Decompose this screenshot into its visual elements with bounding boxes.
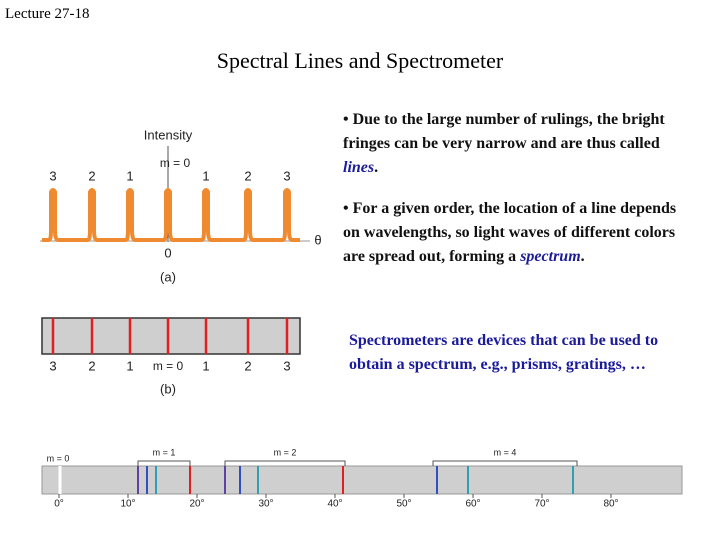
order-label: 1 <box>202 168 209 183</box>
order-label: 3 <box>49 358 56 373</box>
lecture-label: Lecture 27-18 <box>5 6 90 22</box>
intensity-curve <box>42 188 300 242</box>
angle-label: 50° <box>396 499 411 510</box>
axis-label: Intensity <box>144 127 193 142</box>
order-label: 2 <box>244 358 251 373</box>
bullet: • Due to the large number of rulings, th… <box>343 108 678 180</box>
angle-label: 80° <box>603 499 618 510</box>
note: Spectrometers are devices that can be us… <box>349 332 659 373</box>
angle-label: 40° <box>327 499 342 510</box>
order-label: 2 <box>244 168 251 183</box>
spectral-lines <box>51 318 289 354</box>
order-label: m = 0 <box>153 359 184 373</box>
order-label: 1 <box>202 358 209 373</box>
order-label: 2 <box>88 168 95 183</box>
order-brackets <box>137 460 578 466</box>
order-label: m = 2 <box>274 447 297 457</box>
bullet-text: • For a given order, the location of a l… <box>343 200 677 265</box>
order-label: 1 <box>126 358 133 373</box>
bullet-end: . <box>580 248 585 265</box>
angle-label: 60° <box>465 499 480 510</box>
screen <box>41 317 301 355</box>
order-label: 3 <box>283 358 290 373</box>
order-label: m = 0 <box>160 156 191 170</box>
angle-label: 10° <box>120 499 135 510</box>
order-label: 2 <box>88 358 95 373</box>
order-label: m = 0 <box>47 453 70 463</box>
angle-ticks <box>58 494 612 498</box>
slide-title: Spectral Lines and Spectrometer <box>216 48 504 73</box>
caption: (b) <box>160 381 176 396</box>
spectral-lines <box>137 466 574 494</box>
angle-label: 0° <box>54 499 64 510</box>
order-label: 3 <box>49 168 56 183</box>
spectrum-band <box>41 465 683 495</box>
bullet-text: • Due to the large number of rulings, th… <box>343 111 665 152</box>
order-label: 1 <box>126 168 133 183</box>
bullet-end: . <box>374 159 379 176</box>
emphasis: spectrum <box>520 248 581 265</box>
bullet: • For a given order, the location of a l… <box>343 197 678 269</box>
angle-label: θ <box>314 232 321 247</box>
angle-label: 20° <box>189 499 204 510</box>
angle-label: 30° <box>258 499 273 510</box>
origin-label: 0 <box>164 245 171 260</box>
caption: (a) <box>160 269 176 284</box>
angle-label: 70° <box>534 499 549 510</box>
emphasis: lines <box>343 159 375 176</box>
order-label: m = 4 <box>494 447 517 457</box>
order-label: m = 1 <box>153 447 176 457</box>
order-label: 3 <box>283 168 290 183</box>
